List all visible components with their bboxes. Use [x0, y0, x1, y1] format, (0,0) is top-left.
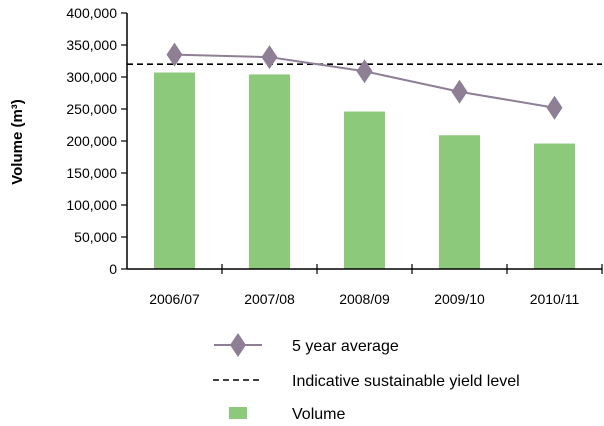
x-tick-label: 2006/07: [149, 291, 200, 307]
y-tick-label: 150,000: [66, 165, 117, 181]
legend-average-swatch-diamond: [230, 333, 246, 357]
y-tick-label: 400,000: [66, 5, 117, 21]
average-point-2006/07: [166, 42, 183, 67]
bar-2008/09: [344, 111, 385, 269]
y-tick-label: 100,000: [66, 197, 117, 213]
y-tick-label: 350,000: [66, 37, 117, 53]
legend-label: 5 year average: [292, 338, 399, 355]
y-tick-label: 200,000: [66, 133, 117, 149]
x-tick-label: 2009/10: [434, 291, 485, 307]
bar-series: [154, 72, 575, 270]
five-year-average-series: [166, 42, 563, 120]
bar-2010/11: [534, 143, 575, 269]
x-axis-ticks: 2006/07 2007/08 2008/09 2009/10 2010/11: [149, 264, 603, 307]
x-tick-label: 2007/08: [244, 291, 295, 307]
y-tick-label: 0: [109, 261, 117, 277]
legend: 5 year average Indicative sustainable yie…: [213, 333, 520, 423]
y-axis-title: Volume (m³): [9, 99, 26, 185]
average-point-2009/10: [451, 79, 468, 104]
average-point-2010/11: [546, 95, 563, 120]
average-point-2007/08: [261, 45, 278, 70]
y-tick-label: 50,000: [74, 229, 117, 245]
y-axis-ticks: 0 50,000 100,000 150,000 200,000 250,000 300,0…: [66, 5, 127, 277]
x-tick-label: 2008/09: [339, 291, 390, 307]
bar-2009/10: [439, 135, 480, 269]
legend-label: Volume: [292, 406, 345, 423]
y-tick-label: 250,000: [66, 101, 117, 117]
bar-2006/07: [154, 72, 195, 270]
legend-label: Indicative sustainable yield level: [292, 373, 520, 390]
y-tick-label: 300,000: [66, 69, 117, 85]
axes: [126, 13, 602, 270]
bar-2007/08: [249, 74, 290, 269]
x-tick-label: 2010/11: [530, 291, 580, 307]
legend-volume-swatch: [229, 407, 247, 419]
average-point-2008/09: [356, 59, 373, 84]
